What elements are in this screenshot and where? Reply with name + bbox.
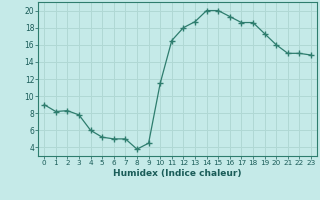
X-axis label: Humidex (Indice chaleur): Humidex (Indice chaleur): [113, 169, 242, 178]
